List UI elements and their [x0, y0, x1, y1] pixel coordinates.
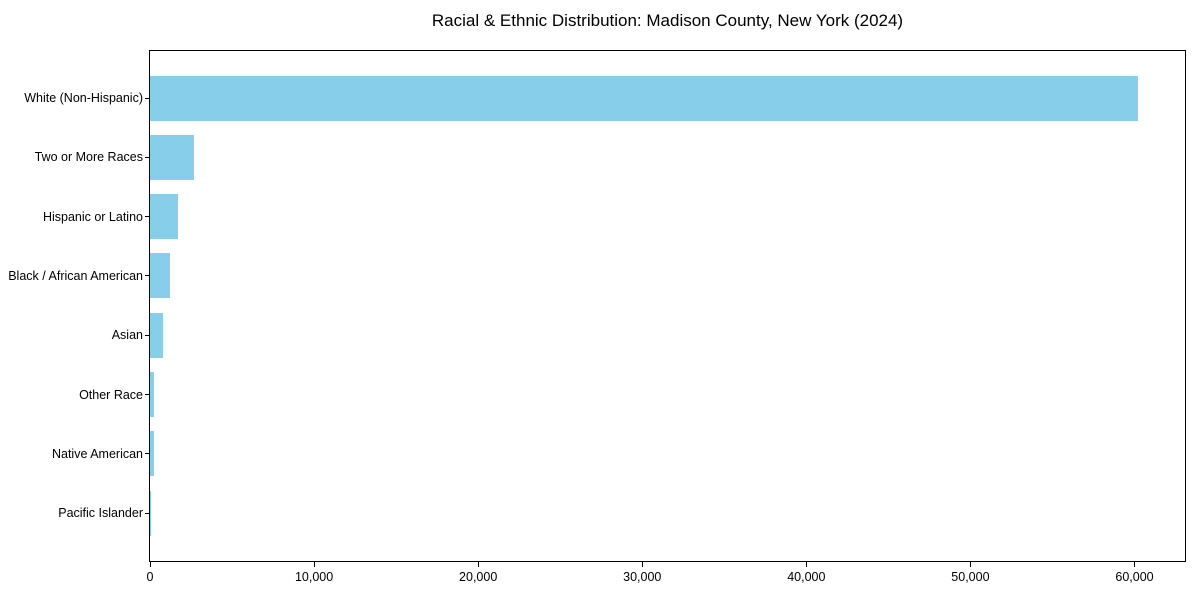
- y-tick-mark: [145, 334, 149, 336]
- x-tick-label: 10,000: [294, 570, 334, 584]
- y-tick-mark: [145, 156, 149, 158]
- y-tick-label: White (Non-Hispanic): [24, 91, 143, 105]
- bar-native-american: [150, 431, 154, 477]
- y-tick-mark: [145, 512, 149, 514]
- x-tick-label: 20,000: [459, 570, 498, 584]
- x-tick-label: 50,000: [951, 570, 990, 584]
- bar-asian: [150, 312, 164, 358]
- y-tick-mark: [145, 453, 149, 455]
- bar-hispanic-or-latino: [150, 194, 179, 240]
- plot-area: White (Non-Hispanic) Two or More Races His…: [8, 50, 1186, 584]
- x-tick-label: 0: [146, 570, 154, 584]
- y-tick-label: Black / African American: [8, 268, 143, 283]
- x-tick-label: 30,000: [623, 570, 662, 584]
- x-tick-mark: [641, 562, 643, 567]
- x-tick-mark: [149, 562, 151, 567]
- y-tick-mark: [145, 216, 149, 218]
- y-tick-label: Pacific Islander: [58, 506, 143, 521]
- x-tick-mark: [1133, 562, 1135, 567]
- x-tick-label: 60,000: [1115, 570, 1154, 584]
- y-tick-mark: [145, 394, 149, 395]
- chart-title: Racial & Ethnic Distribution: Madison Co…: [431, 11, 904, 30]
- bar-other-race: [150, 372, 154, 417]
- x-tick-mark: [805, 562, 807, 567]
- y-tick-label: Other Race: [79, 387, 143, 402]
- x-tick-mark: [313, 562, 315, 567]
- y-tick-label: Two or More Races: [34, 150, 143, 165]
- y-tick-label: Native American: [51, 446, 143, 461]
- y-tick-label: Asian: [111, 328, 143, 343]
- x-tick-label: 40,000: [787, 570, 826, 584]
- x-tick-mark: [477, 562, 479, 567]
- bar-two-or-more-races: [150, 134, 194, 180]
- y-tick-label: Hispanic or Latino: [42, 209, 143, 224]
- bar-black-african-american: [150, 253, 170, 299]
- bar-white-non-hispanic: [150, 75, 1138, 121]
- y-tick-mark: [145, 275, 149, 277]
- y-tick-mark: [145, 97, 149, 99]
- x-tick-mark: [969, 562, 971, 567]
